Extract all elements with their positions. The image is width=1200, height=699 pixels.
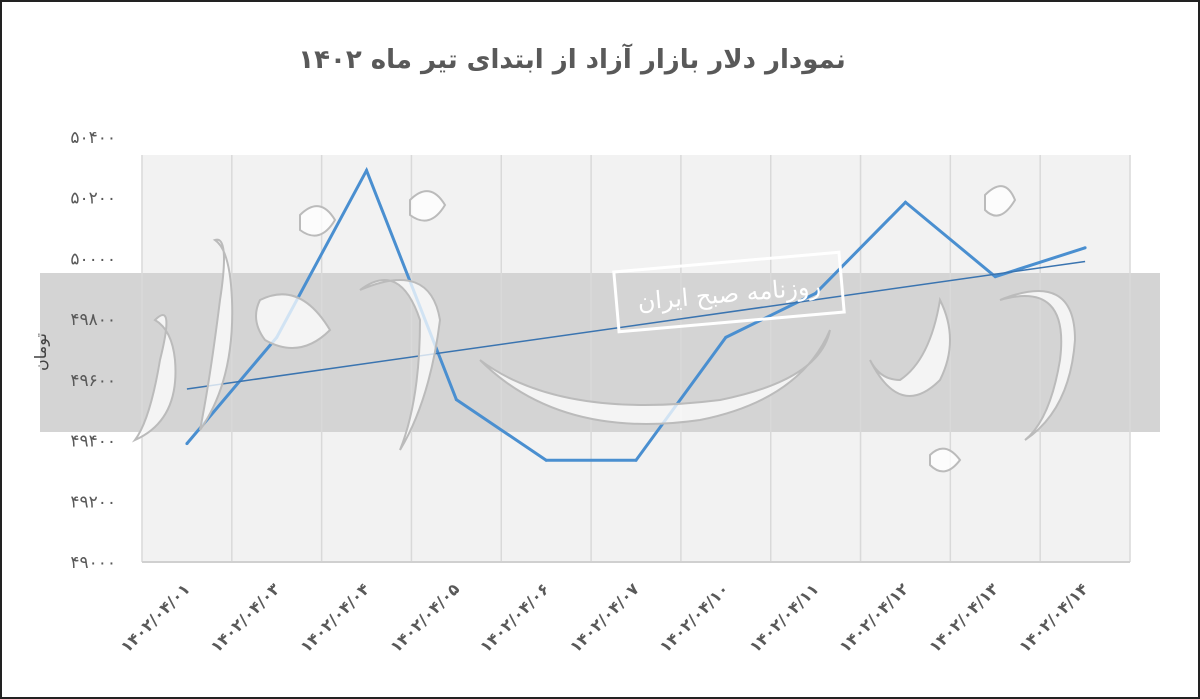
data-point — [185, 442, 189, 446]
y-tick-label: ۴۹۴۰۰ — [70, 432, 116, 452]
x-tick-label: ۱۴۰۲/۰۴/۱۱ — [746, 579, 823, 656]
watermark-banner-box — [612, 250, 846, 334]
data-point — [544, 458, 548, 462]
chart-title: نمودار دلار بازار آزاد از ابتدای تیر ماه… — [298, 43, 845, 75]
y-tick-label: ۴۹۰۰۰ — [70, 553, 116, 573]
watermark: روزنامه صبح ایران — [131, 185, 1077, 473]
x-tick-label: ۱۴۰۲/۰۴/۰۷ — [566, 579, 643, 656]
data-point — [724, 335, 728, 339]
x-tick-label: ۱۴۰۲/۰۴/۰۳ — [207, 579, 284, 656]
y-axis-label: تومان — [31, 333, 51, 371]
y-tick-label: ۵۰۲۰۰ — [70, 189, 116, 209]
y-tick-label: ۴۹۶۰۰ — [70, 371, 116, 391]
y-tick-label: ۴۹۸۰۰ — [70, 310, 116, 330]
data-point — [903, 200, 907, 204]
x-tick-label: ۱۴۰۲/۰۴/۱۴ — [1015, 579, 1092, 656]
trendline — [186, 260, 1086, 390]
x-tick-label: ۱۴۰۲/۰۴/۰۶ — [476, 579, 553, 656]
data-point — [1083, 246, 1087, 250]
x-tick-label: ۱۴۰۲/۰۴/۱۳ — [925, 579, 1002, 656]
y-tick-label: ۵۰۰۰۰ — [70, 249, 116, 269]
x-tick-label: ۱۴۰۲/۰۴/۰۴ — [296, 579, 373, 656]
y-tick-label: ۵۰۴۰۰ — [70, 128, 116, 148]
y-tick-label: ۴۹۲۰۰ — [70, 492, 116, 512]
x-tick-label: ۱۴۰۲/۰۴/۰۵ — [386, 579, 463, 656]
data-point — [365, 168, 369, 172]
x-tick-label: ۱۴۰۲/۰۴/۰۱ — [117, 579, 194, 656]
data-point — [814, 291, 818, 295]
data-point — [993, 275, 997, 279]
data-point — [454, 398, 458, 402]
data-point — [634, 458, 638, 462]
x-tick-label: ۱۴۰۲/۰۴/۱۲ — [835, 579, 912, 656]
x-tick-label: ۱۴۰۲/۰۴/۱۰ — [656, 579, 733, 656]
watermark-logo — [131, 185, 1077, 473]
